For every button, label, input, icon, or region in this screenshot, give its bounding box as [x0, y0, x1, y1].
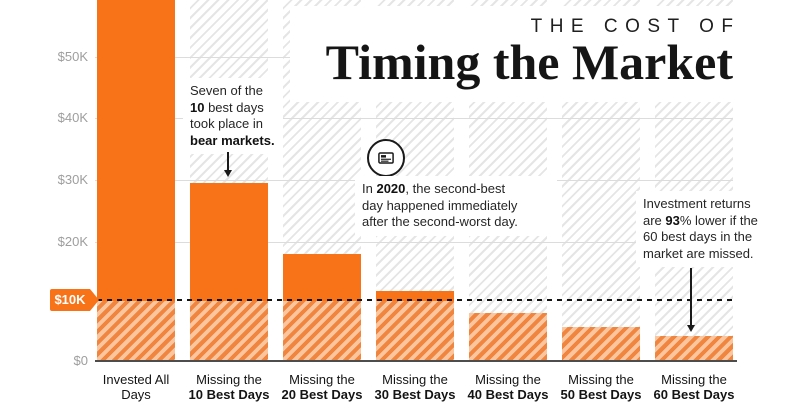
annotation-line: 60 best days in the: [643, 229, 753, 244]
gridline-40k: [95, 118, 733, 119]
annotation-line: bear markets.: [190, 132, 275, 148]
y-tick-label: $0: [73, 353, 88, 368]
page-title: Timing the Market: [325, 34, 733, 90]
title-kicker: THE COST OF: [530, 16, 741, 37]
annotation-93-percent: Investment returns are 93% lower if the …: [636, 191, 780, 267]
bar-missing-30-best-days: [376, 291, 454, 361]
reference-line-10k: [97, 299, 733, 301]
x-axis-label: Missing the 50 Best Days: [560, 372, 642, 402]
down-arrow: [224, 152, 232, 177]
bar-below-10k-hatch: [190, 301, 268, 361]
x-axis-label: Missing the 30 Best Days: [374, 372, 456, 402]
annotation-line: after the second-worst day.: [362, 214, 518, 229]
x-axis-label: Missing the 40 Best Days: [467, 372, 549, 402]
bar-missing-50-best-days: [562, 327, 640, 361]
annotation-2020: In 2020, the second-best day happened im…: [355, 176, 557, 236]
bar-below-10k-hatch: [655, 336, 733, 361]
annotation-line: took place in: [190, 116, 263, 131]
annotation-line: In 2020, the second-best: [362, 181, 506, 196]
annotation-bear-markets: Seven of the 10 best days took place in …: [183, 78, 283, 154]
bar-below-10k-hatch: [469, 313, 547, 361]
bar-invested-all-days: [97, 0, 175, 361]
y-tick-badge-label: $10K: [50, 289, 90, 311]
annotation-line: Investment returns: [643, 196, 751, 211]
annotation-line: 10 best days: [190, 99, 264, 115]
annotation-line: day happened immediately: [362, 197, 518, 213]
x-axis-label: Missing the 10 Best Days: [188, 372, 270, 402]
bar-missing-40-best-days: [469, 313, 547, 361]
y-tick-label: $50K: [57, 49, 88, 64]
bar-missing-20-best-days: [283, 254, 361, 361]
down-arrow: [687, 268, 695, 332]
bar-missing-10-best-days: [190, 183, 268, 361]
y-tick-label: $30K: [57, 172, 88, 187]
x-axis-line: [95, 360, 737, 362]
gridline-20k: [95, 242, 733, 243]
newspaper-icon: [367, 139, 405, 177]
x-axis-label: Invested All Days: [102, 372, 170, 402]
bar-below-10k-hatch: [562, 327, 640, 361]
title-background: [290, 6, 800, 102]
bar-below-10k-hatch: [97, 301, 175, 361]
badge-arrow-tip: [90, 289, 99, 311]
y-tick-label: $40K: [57, 110, 88, 125]
bar-missing-60-best-days: [655, 336, 733, 361]
annotation-line: are 93% lower if the: [643, 212, 758, 228]
bar-below-10k-hatch: [283, 301, 361, 361]
x-axis-label: Missing the 20 Best Days: [281, 372, 363, 402]
annotation-line: Seven of the: [190, 83, 263, 98]
x-axis-label: Missing the 60 Best Days: [653, 372, 735, 402]
annotation-line: market are missed.: [643, 245, 754, 261]
y-tick-label: $20K: [57, 234, 88, 249]
bar-below-10k-hatch: [376, 301, 454, 361]
